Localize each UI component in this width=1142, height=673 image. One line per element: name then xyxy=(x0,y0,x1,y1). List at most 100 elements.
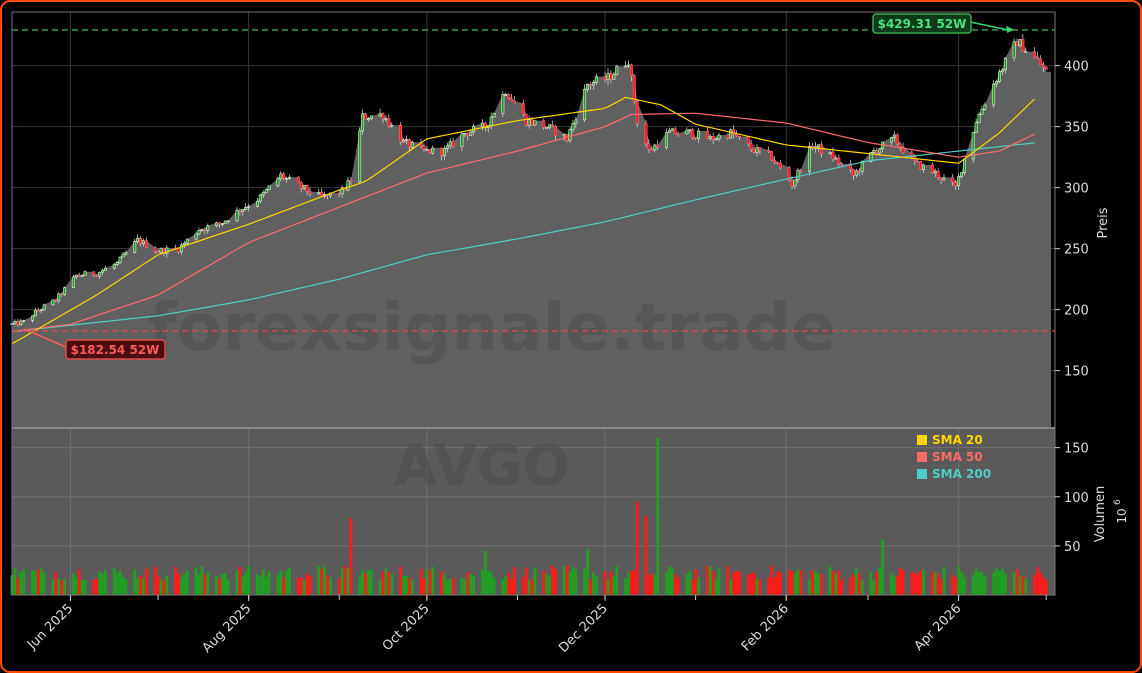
candle-body xyxy=(285,177,289,180)
volume-panel-background xyxy=(12,428,1055,595)
candle-body xyxy=(933,170,937,173)
volume-bar-up xyxy=(796,569,800,595)
volume-bars xyxy=(10,437,1048,595)
volume-bar-down xyxy=(954,577,958,595)
legend-label: SMA 50 xyxy=(932,450,983,464)
candle-body xyxy=(1012,41,1016,59)
volume-bar-down xyxy=(840,579,844,595)
candle-body xyxy=(469,131,473,136)
volume-bar-down xyxy=(308,575,312,595)
volume-bar-up xyxy=(226,579,230,595)
volume-bar-up xyxy=(492,577,496,595)
candle-body xyxy=(162,248,166,254)
volume-bar-down xyxy=(565,566,569,595)
candle-body xyxy=(691,129,695,139)
candle-body xyxy=(787,167,791,181)
candle-body xyxy=(276,178,280,187)
candle-body xyxy=(261,192,265,196)
volume-bar-down xyxy=(647,575,651,595)
candle-body xyxy=(1018,39,1022,47)
candle-body xyxy=(77,274,81,277)
volume-bar-up xyxy=(627,571,630,595)
x-tick-label: Feb 2026 xyxy=(739,601,792,654)
volume-bar-up xyxy=(992,572,996,595)
volume-bar-up xyxy=(624,578,627,595)
volume-bar-up xyxy=(445,579,449,595)
sma200-line xyxy=(11,142,1035,333)
candle-body xyxy=(63,287,67,295)
volume-bar-down xyxy=(910,572,914,595)
candle-body xyxy=(653,144,657,151)
volume-bar-down xyxy=(936,573,940,595)
candle-body xyxy=(977,113,981,123)
candle-body xyxy=(527,119,531,126)
volume-bar-up xyxy=(33,570,37,595)
volume-bar-down xyxy=(524,567,528,595)
candle-body xyxy=(206,225,210,231)
candle-body xyxy=(381,113,385,120)
candle-body xyxy=(860,161,864,172)
volume-bar-up xyxy=(133,569,137,595)
candle-body xyxy=(410,142,414,148)
volume-bar-up xyxy=(361,570,364,595)
volume-bar-down xyxy=(305,573,309,595)
candle-body xyxy=(551,124,554,127)
candle-body xyxy=(282,173,286,179)
candle-body xyxy=(627,64,630,67)
volume-bar-up xyxy=(159,579,163,595)
candle-body xyxy=(869,152,873,162)
candle-body xyxy=(711,136,715,141)
candle-body xyxy=(697,130,701,139)
volume-bar-down xyxy=(343,566,347,595)
candle-body xyxy=(448,141,452,147)
volume-bar-up xyxy=(983,575,987,595)
volume-bar-up xyxy=(63,578,66,595)
volume-bar-up xyxy=(729,578,733,595)
volume-bar-down xyxy=(852,574,855,595)
volume-bar-up xyxy=(369,570,373,595)
candle-body xyxy=(1044,66,1048,70)
volume-bar-down xyxy=(676,577,680,595)
candle-body xyxy=(834,157,838,160)
sma20-line xyxy=(11,96,1035,345)
candle-body xyxy=(501,94,505,114)
candle-body xyxy=(714,138,718,141)
volume-bar-up xyxy=(384,568,388,595)
candle-body xyxy=(530,119,534,126)
volume-bar-up xyxy=(960,571,963,595)
candle-body xyxy=(165,247,169,254)
volume-bar-down xyxy=(60,580,64,595)
candle-body xyxy=(872,150,876,153)
candle-body xyxy=(194,233,198,240)
candle-body xyxy=(369,115,373,119)
candle-body xyxy=(901,146,905,154)
candle-body xyxy=(746,136,750,145)
volume-bar-down xyxy=(930,571,934,595)
volume-bar-down xyxy=(1015,568,1019,595)
volume-bar-down xyxy=(790,571,794,595)
candle-body xyxy=(770,151,774,161)
volume-bar-down xyxy=(895,575,899,595)
volume-bar-down xyxy=(857,573,861,595)
price-area xyxy=(12,39,1051,429)
candle-body xyxy=(533,120,537,126)
candle-body xyxy=(615,66,619,76)
candle-body xyxy=(136,237,140,242)
volume-bar-up xyxy=(612,576,616,595)
volume-bar-up xyxy=(998,571,1001,595)
candle-body xyxy=(735,134,738,137)
candle-body xyxy=(629,64,633,77)
candle-body xyxy=(31,315,34,321)
volume-bar-down xyxy=(16,577,20,595)
candle-body xyxy=(451,141,455,147)
candle-body xyxy=(358,130,362,183)
candle-body xyxy=(510,98,514,102)
candle-body xyxy=(1036,56,1039,59)
volume-bar-down xyxy=(913,572,917,595)
volume-bar-up xyxy=(933,572,937,595)
candle-body xyxy=(124,252,128,255)
volume-bar-down xyxy=(939,579,943,595)
volume-bar-up xyxy=(223,573,227,595)
candle-body xyxy=(954,181,958,187)
candle-body xyxy=(773,159,776,163)
